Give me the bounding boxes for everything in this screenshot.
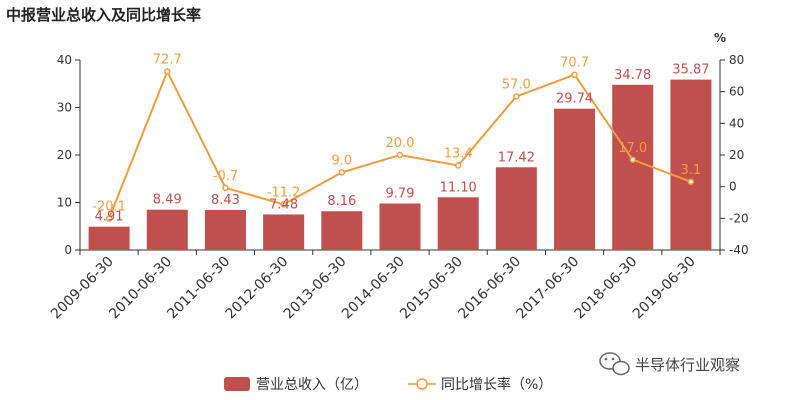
bar: [670, 79, 712, 251]
line-point: [687, 178, 695, 186]
bar-value-label: 35.87: [672, 63, 709, 78]
y-right-tick-label: -40: [729, 243, 749, 257]
y-left-tick-label: 40: [57, 53, 72, 67]
chart-title: 中报营业总收入及同比增长率: [6, 6, 201, 24]
bar-value-label: 7.48: [269, 197, 298, 212]
y-right-unit: %: [714, 31, 726, 45]
bar: [146, 209, 188, 250]
bar: [88, 226, 130, 250]
bar: [554, 108, 596, 250]
line-value-label: 9.0: [331, 153, 352, 168]
line-point: [571, 71, 578, 78]
watermark: 半导体行业观察: [599, 352, 740, 376]
y-right-tick-label: 40: [729, 116, 744, 130]
line-value-label: -0.7: [213, 169, 238, 184]
y-left-tick-label: 30: [57, 101, 72, 115]
line-value-label: -20.1: [92, 199, 126, 214]
watermark-text: 半导体行业观察: [635, 356, 740, 374]
line-point: [629, 156, 636, 163]
line-point: [164, 68, 171, 75]
line-value-label: 13.4: [444, 146, 473, 161]
bar: [437, 197, 479, 250]
y-right-tick-label: -20: [729, 211, 749, 225]
bar: [204, 209, 246, 250]
y-right-tick-label: 20: [729, 148, 744, 162]
legend-bar-swatch: [224, 377, 250, 391]
bar-value-label: 4.91: [95, 210, 124, 225]
line-value-label: 3.1: [681, 163, 702, 178]
line-point: [280, 201, 287, 208]
bar: [495, 167, 537, 250]
line-value-label: 20.0: [386, 136, 415, 151]
bar-value-label: 29.74: [556, 92, 593, 107]
line-series: [105, 68, 695, 222]
line-value-label: 17.0: [618, 141, 647, 156]
legend-line-label: 同比增长率（%）: [441, 376, 552, 393]
y-left-tick-label: 20: [57, 148, 72, 162]
legend-bar-label: 营业总收入（亿）: [256, 377, 368, 393]
bar-value-label: 34.78: [614, 68, 651, 83]
bar-value-label: 17.42: [498, 150, 535, 165]
y-right-tick-label: 60: [729, 85, 744, 99]
wechat-icon: [599, 352, 630, 376]
bar: [379, 203, 421, 250]
line-point: [513, 93, 520, 100]
bar: [612, 84, 654, 250]
line-value-label: 70.7: [560, 56, 589, 71]
bar-value-label: 8.43: [211, 193, 240, 208]
y-right-tick-label: 80: [729, 53, 744, 67]
line-point: [396, 151, 404, 159]
bar-series: [88, 79, 712, 251]
legend-line-marker: [416, 378, 428, 390]
bar-value-label: 8.16: [327, 194, 356, 209]
line-point: [338, 169, 346, 176]
legend[interactable]: 营业总收入（亿） 同比增长率（%）: [224, 376, 552, 393]
line-value-label: 72.7: [153, 53, 182, 68]
y-right-tick-label: 0: [729, 180, 737, 194]
bar-value-label: 11.10: [440, 180, 477, 195]
y-left-tick-label: 10: [57, 196, 72, 210]
bar: [263, 214, 305, 250]
y-left-tick-label: 0: [64, 243, 72, 257]
bar-value-label: 8.49: [153, 193, 182, 208]
line-value-label: -11.2: [267, 185, 301, 200]
line-point: [222, 184, 229, 192]
data-labels: 4.91 8.49 8.43 7.48 8.16 9.79 11.10 17.42 29.74 3…: [92, 53, 709, 225]
line-point: [105, 215, 113, 222]
bar: [321, 211, 363, 250]
x-tick-label: 2019-06-30: [630, 254, 699, 323]
line-value-label: 57.0: [502, 77, 531, 92]
bar-value-label: 9.79: [386, 186, 415, 201]
line-point: [454, 162, 462, 169]
